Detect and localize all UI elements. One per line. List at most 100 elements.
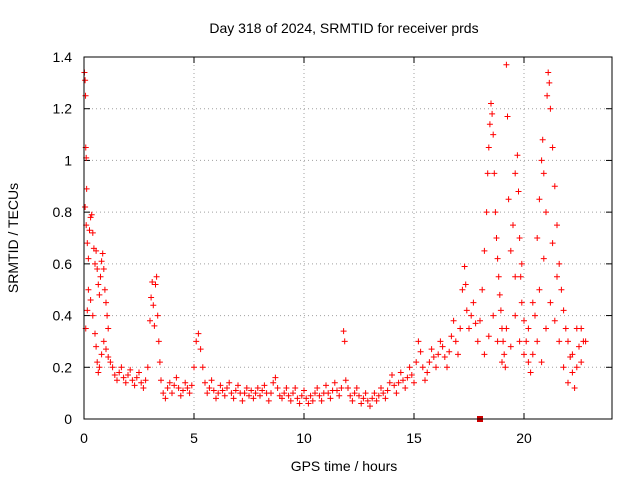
data-point <box>569 369 576 376</box>
data-point <box>578 359 585 366</box>
data-point <box>518 299 525 306</box>
data-point <box>504 113 511 120</box>
data-point <box>408 372 415 379</box>
y-tick-label: 0.6 <box>53 256 73 272</box>
data-point <box>470 299 477 306</box>
data-point <box>554 273 560 280</box>
data-point <box>265 397 272 404</box>
data-point <box>495 273 502 280</box>
data-point <box>155 338 162 345</box>
data-point <box>351 390 358 397</box>
data-point <box>545 69 552 76</box>
data-point <box>272 374 279 381</box>
data-point <box>523 338 530 345</box>
data-point <box>301 387 307 394</box>
data-point <box>525 325 532 332</box>
data-point <box>549 144 556 151</box>
data-point <box>104 312 111 319</box>
data-point <box>133 374 140 381</box>
data-point <box>127 366 134 373</box>
data-point <box>380 390 387 397</box>
data-point <box>97 273 104 280</box>
data-point <box>472 320 479 327</box>
data-point <box>107 359 114 366</box>
data-point <box>334 387 340 394</box>
axis-ticks: 0 5 10 15 20 0 0.2 0.4 0.6 0.8 1 1.2 1.4 <box>53 49 612 446</box>
data-point <box>483 209 490 216</box>
data-point <box>259 387 266 394</box>
data-point <box>153 273 160 280</box>
data-point <box>180 387 186 394</box>
data-point <box>369 395 376 402</box>
data-point <box>228 390 235 397</box>
data-point <box>571 384 578 391</box>
data-point <box>503 61 510 68</box>
data-point <box>435 351 442 358</box>
data-point <box>444 364 450 371</box>
data-point <box>490 312 497 319</box>
data-point <box>136 369 142 376</box>
data-point <box>382 395 389 402</box>
data-point <box>459 286 466 293</box>
data-point <box>85 255 92 262</box>
data-point <box>400 377 406 384</box>
data-point <box>490 131 497 138</box>
data-point <box>82 77 89 84</box>
data-point <box>512 312 519 319</box>
x-tick-label: 0 <box>80 430 88 446</box>
data-point <box>364 397 371 404</box>
data-point <box>83 185 90 192</box>
data-point <box>93 343 100 350</box>
data-point <box>527 369 534 376</box>
data-point <box>569 351 576 358</box>
y-tick-label: 1.4 <box>53 49 73 65</box>
data-point <box>549 240 556 247</box>
data-point <box>114 377 120 384</box>
data-point <box>486 121 493 128</box>
data-point <box>384 387 391 394</box>
data-point <box>204 390 211 397</box>
data-point <box>582 338 589 345</box>
data-point <box>147 317 153 324</box>
data-point <box>441 353 448 360</box>
x-tick-label: 15 <box>406 430 422 446</box>
data-point <box>95 369 102 376</box>
data-point <box>232 387 239 394</box>
data-point <box>292 384 299 391</box>
data-point <box>534 338 541 345</box>
data-point <box>521 317 527 324</box>
data-point <box>477 317 483 324</box>
data-point <box>303 395 310 402</box>
data-point <box>199 364 206 371</box>
y-tick-label: 0 <box>64 411 72 427</box>
data-point <box>386 379 393 386</box>
data-point <box>345 384 351 391</box>
data-point <box>131 382 138 389</box>
data-point <box>534 235 541 241</box>
data-point <box>546 79 553 86</box>
data-point <box>512 273 519 280</box>
data-point <box>503 325 510 332</box>
data-point <box>82 203 89 210</box>
y-axis-label: SRMTID / TECUs <box>5 183 21 293</box>
data-point <box>424 369 431 376</box>
data-point <box>100 338 107 345</box>
data-point <box>248 387 255 394</box>
data-point <box>417 348 424 355</box>
data-point <box>118 364 125 371</box>
data-point <box>98 351 105 358</box>
data-point <box>325 390 332 397</box>
x-tick-label: 10 <box>296 430 312 446</box>
data-point <box>92 330 98 337</box>
data-point <box>437 338 444 345</box>
data-point <box>341 338 348 345</box>
data-point <box>562 325 569 332</box>
data-point <box>261 382 268 389</box>
data-point <box>505 196 512 203</box>
data-point <box>285 392 292 399</box>
data-point <box>217 382 224 389</box>
y-tick-label: 0.2 <box>53 359 73 375</box>
data-point <box>497 307 504 314</box>
data-point <box>164 384 171 391</box>
data-point <box>532 312 538 319</box>
